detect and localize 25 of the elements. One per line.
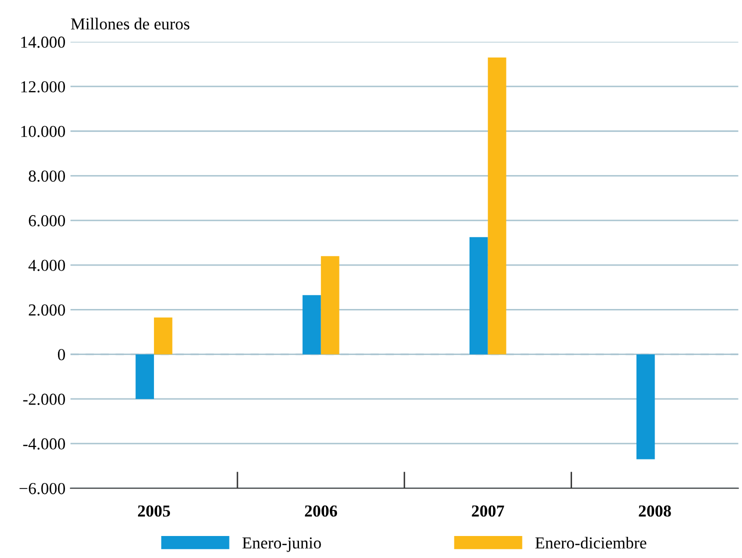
legend-label: Enero-junio — [242, 537, 321, 552]
y-tick-label: -2.000 — [23, 394, 65, 405]
x-tick-label: 2006 — [304, 505, 338, 517]
bar — [320, 256, 340, 354]
y-tick-label: 6.000 — [28, 215, 65, 226]
y-tick-label: −6.000 — [20, 482, 65, 494]
y-axis-title: Millones de euros — [70, 18, 190, 30]
y-tick-label: 2.000 — [28, 304, 65, 316]
bar — [302, 295, 321, 354]
y-tick-label: 0 — [58, 349, 65, 360]
bar — [136, 354, 154, 399]
y-tick-label: -4.000 — [23, 438, 65, 450]
x-tick-label: 2007 — [472, 505, 504, 517]
bar — [636, 354, 655, 460]
bar — [154, 318, 172, 354]
legend-label: Enero-diciembre — [535, 536, 646, 549]
y-tick-label: 4.000 — [28, 260, 65, 272]
y-tick-label: 12.000 — [21, 81, 65, 93]
y-tick-label: 10.000 — [21, 126, 65, 138]
x-tick-label: 2005 — [138, 505, 170, 517]
bar — [470, 237, 488, 354]
x-tick-label: 2008 — [638, 505, 671, 517]
bar — [488, 57, 506, 354]
y-tick-label: 14.000 — [21, 36, 65, 48]
y-tick-label: 8.000 — [28, 170, 65, 182]
